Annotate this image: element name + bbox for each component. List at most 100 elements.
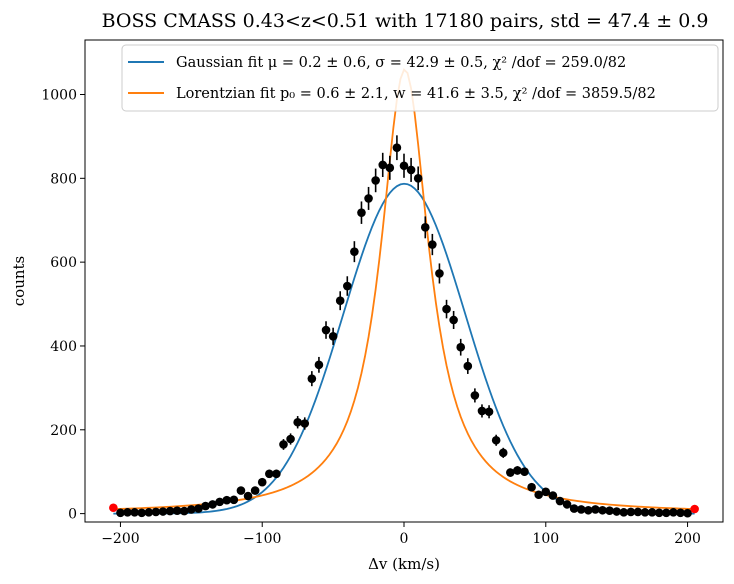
data-point	[293, 417, 302, 427]
data-point	[385, 163, 395, 173]
data-point	[534, 490, 543, 500]
data-point	[626, 507, 636, 517]
data-point	[491, 435, 501, 445]
data-point	[350, 247, 359, 256]
data-point	[123, 508, 132, 517]
data-point	[342, 281, 352, 291]
x-tick-label: −200	[101, 531, 139, 547]
data-point	[279, 440, 288, 449]
plot-area	[109, 68, 699, 518]
data-point	[399, 161, 409, 171]
data-point	[654, 508, 664, 518]
data-point	[435, 269, 444, 278]
data-point	[222, 495, 232, 505]
data-point	[498, 448, 508, 458]
data-point	[548, 491, 558, 500]
data-point	[428, 240, 437, 249]
lorentzian-fit-line	[113, 68, 695, 511]
data-point	[314, 360, 324, 370]
data-point	[158, 507, 168, 516]
data-point	[520, 467, 529, 477]
data-point	[633, 507, 643, 517]
data-point	[605, 506, 614, 515]
y-axis-label: counts	[10, 256, 28, 306]
data-point	[463, 361, 473, 371]
data-point	[378, 160, 388, 170]
x-axis-label: Δv (km/s)	[368, 555, 440, 573]
y-tick-label: 600	[50, 255, 77, 271]
data-point	[257, 477, 267, 487]
legend: Gaussian fit μ = 0.2 ± 0.6, σ = 42.9 ± 0…	[121, 44, 719, 112]
data-point	[598, 505, 607, 515]
data-point	[357, 208, 366, 217]
data-point	[640, 508, 650, 517]
excluded-point	[690, 504, 699, 514]
data-point	[286, 434, 295, 444]
data-point	[165, 506, 175, 516]
x-tick-label: 100	[532, 531, 559, 547]
data-point	[576, 505, 586, 514]
data-point	[250, 486, 260, 495]
data-point	[449, 315, 458, 325]
legend-gaussian-label: Gaussian fit μ = 0.2 ± 0.6, σ = 42.9 ± 0…	[176, 55, 626, 71]
y-tick-label: 400	[50, 339, 77, 355]
y-axis: 0 200 400 600 800 1000	[41, 87, 85, 523]
data-point	[420, 223, 430, 232]
y-tick-label: 800	[50, 171, 77, 187]
data-point	[683, 508, 692, 518]
legend-box	[121, 44, 719, 112]
data-point	[513, 466, 522, 475]
data-point	[406, 165, 416, 175]
data-point	[151, 507, 161, 517]
data-point	[619, 508, 629, 517]
data-point	[179, 506, 189, 516]
data-point	[307, 374, 317, 383]
data-point	[647, 508, 657, 517]
data-point	[272, 469, 281, 479]
data-point	[364, 194, 373, 203]
data-point	[484, 407, 494, 417]
data-point	[541, 487, 551, 497]
data-point	[144, 508, 154, 517]
data-point	[201, 501, 210, 511]
data-point	[612, 507, 621, 516]
data-point	[584, 505, 593, 515]
data-point	[130, 508, 139, 517]
data-point	[187, 505, 196, 514]
data-point	[555, 496, 565, 506]
data-point	[562, 500, 572, 509]
data-point	[413, 174, 423, 183]
y-tick-label: 0	[68, 507, 77, 523]
data-point	[335, 296, 345, 305]
data-point	[371, 176, 380, 185]
y-tick-label: 1000	[41, 87, 77, 103]
data-point	[194, 504, 203, 513]
data-point	[215, 497, 224, 507]
data-point	[527, 482, 536, 492]
data-point	[442, 304, 451, 314]
data-point	[456, 342, 466, 352]
data-point	[229, 495, 239, 505]
x-axis: −200 −100 0 100 200	[101, 522, 701, 547]
gaussian-fit-line	[113, 182, 695, 515]
data-point	[137, 508, 147, 518]
data-point	[392, 143, 402, 153]
x-tick-label: 200	[674, 531, 701, 547]
legend-lorentzian-label: Lorentzian fit p₀ = 0.6 ± 2.1, w = 41.6 …	[176, 86, 656, 102]
data-point	[116, 508, 125, 518]
data-point	[676, 508, 685, 518]
data-point	[328, 332, 338, 341]
chart-title: BOSS CMASS 0.43<z<0.51 with 17180 pairs,…	[102, 10, 709, 32]
x-tick-label: −100	[243, 531, 281, 547]
data-point	[236, 486, 246, 495]
data-point	[477, 406, 487, 416]
data-point	[208, 500, 217, 509]
data-point	[243, 491, 253, 501]
data-point	[661, 508, 671, 518]
excluded-point	[109, 503, 118, 513]
data-point	[569, 504, 579, 513]
data-point	[321, 325, 331, 335]
axes-frame	[84, 39, 724, 523]
data-point	[669, 508, 678, 517]
